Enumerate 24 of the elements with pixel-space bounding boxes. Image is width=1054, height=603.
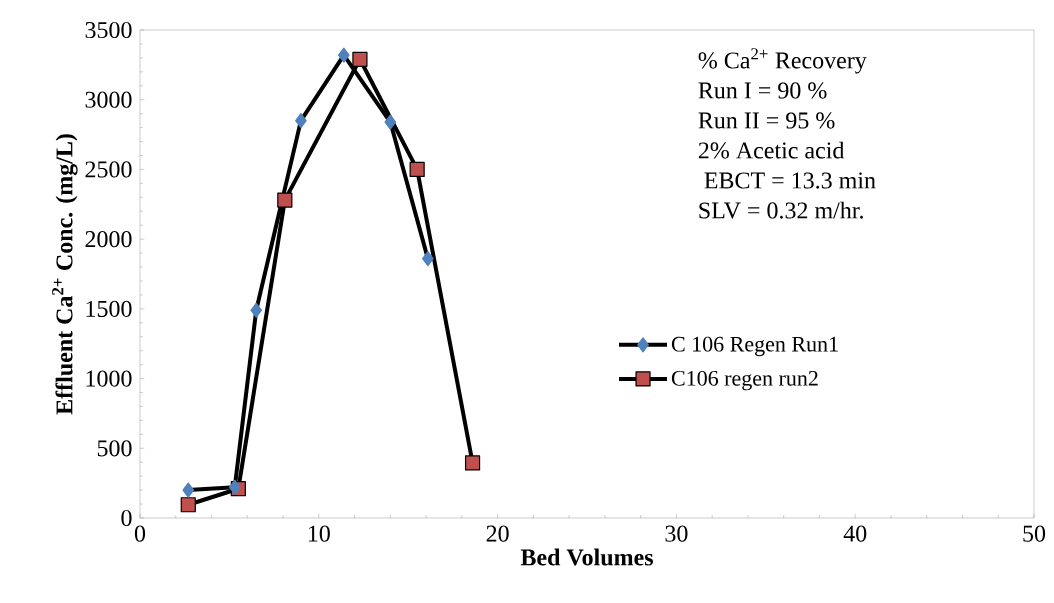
y-tick-label: 0 [121,509,132,527]
annotation: 2% Acetic acid [698,141,845,159]
y-tick-label: 3500 [85,21,132,39]
annotation: SLV = 0.32 m/hr. [699,201,863,219]
legend-label: C106 regen run2 [671,370,818,391]
annotation: Run II = 95 % [698,112,835,129]
y-tick-label: 2000 [85,231,132,248]
annotation: Run I = 90 % [698,82,827,99]
x-tick-label: 0 [134,525,146,542]
y-tick-label: 3000 [85,91,132,108]
legend-label: C 106 Regen Run1 [671,336,838,357]
y-axis-title: Effluent Ca$^{2+}$ Conc. (mg/L) [52,134,78,415]
y-tick-label: 2500 [85,161,132,178]
annotation: EBCT = 13.3 min [704,172,876,189]
x-tick-label: 40 [843,525,867,542]
y-tick-label: 500 [97,440,132,457]
x-tick-label: 20 [486,525,509,542]
x-tick-label: 10 [308,525,330,542]
x-tick-label: 30 [665,525,688,542]
x-tick-label: 50 [1023,525,1046,542]
annotation: % Ca$^{2+}$ Recovery [698,48,867,74]
x-axis-title: Bed Volumes [520,548,653,566]
y-tick-label: 1500 [86,300,132,317]
y-tick-label: 1000 [86,370,132,387]
